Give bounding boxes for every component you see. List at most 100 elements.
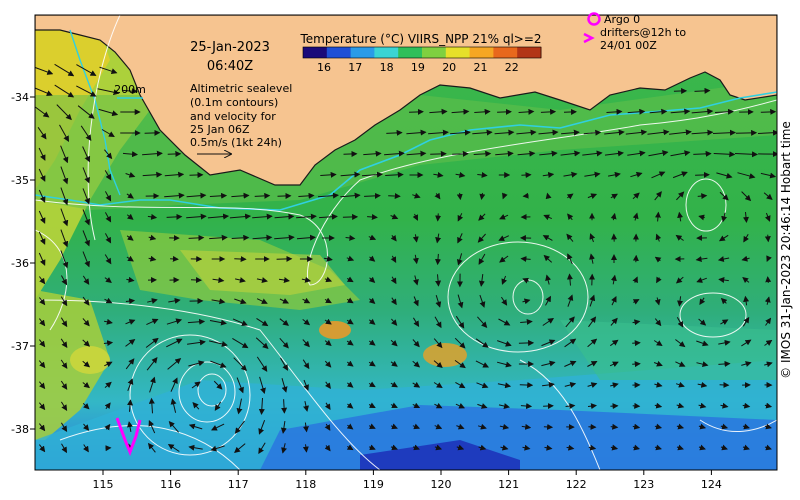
- velocity-arrow: [450, 129, 471, 136]
- velocity-arrow: [567, 213, 574, 221]
- velocity-arrow: [127, 399, 134, 412]
- velocity-arrow: [743, 211, 749, 223]
- velocity-arrow: [496, 361, 512, 368]
- velocity-arrow: [259, 376, 266, 395]
- velocity-arrow: [301, 276, 312, 283]
- velocity-arrow: [296, 213, 317, 220]
- velocity-arrow: [719, 191, 729, 201]
- argo-label: Argo 0: [604, 13, 640, 26]
- velocity-arrow: [412, 213, 418, 221]
- velocity-arrow: [126, 255, 134, 262]
- velocity-arrow: [522, 298, 531, 305]
- velocity-arrow: [564, 338, 577, 348]
- warm-patch: [70, 346, 110, 374]
- velocity-arrow: [61, 443, 68, 454]
- velocity-arrow: [610, 444, 619, 451]
- velocity-arrow: [522, 192, 529, 199]
- velocity-arrow: [324, 402, 331, 411]
- velocity-arrow: [676, 402, 685, 409]
- velocity-arrow: [609, 361, 619, 368]
- velocity-arrow: [82, 275, 90, 285]
- drifter-icon: [583, 32, 595, 44]
- velocity-arrow: [274, 213, 295, 220]
- velocity-arrow: [164, 171, 185, 178]
- x-axis: 115 116 117 118 119 120 121 122 123 124: [93, 470, 722, 491]
- velocity-arrow: [209, 192, 228, 199]
- velocity-arrow: [495, 150, 514, 157]
- velocity-arrow: [236, 398, 243, 415]
- velocity-arrow: [521, 423, 532, 430]
- velocity-arrow: [82, 382, 90, 389]
- velocity-arrow: [104, 381, 112, 388]
- velocity-arrow: [656, 276, 662, 284]
- velocity-arrow: [142, 171, 163, 178]
- velocity-arrow: [497, 108, 512, 115]
- altimetry-note-line: Altimetric sealevel: [190, 82, 292, 95]
- drifter-label-line: 24/01 00Z: [600, 39, 657, 52]
- velocity-arrow: [39, 402, 46, 411]
- velocity-arrow: [741, 255, 750, 262]
- velocity-arrow: [406, 129, 427, 136]
- velocity-arrow: [435, 274, 442, 287]
- velocity-arrow: [608, 171, 621, 178]
- velocity-arrow: [254, 192, 271, 199]
- velocity-arrow: [191, 381, 201, 389]
- velocity-arrow: [434, 402, 443, 409]
- velocity-arrow: [302, 319, 311, 326]
- velocity-arrow: [390, 444, 398, 451]
- velocity-arrow: [212, 277, 225, 284]
- velocity-arrow: [188, 444, 203, 451]
- velocity-arrow: [147, 298, 158, 304]
- velocity-arrow: [654, 211, 661, 222]
- velocity-arrow: [428, 129, 449, 136]
- colorbar-swatch: [469, 47, 494, 58]
- velocity-arrow: [229, 213, 252, 220]
- velocity-arrow: [564, 382, 577, 388]
- velocity-arrow: [691, 129, 714, 136]
- velocity-arrow: [278, 277, 290, 283]
- velocity-arrow: [302, 444, 309, 453]
- velocity-arrow: [698, 318, 707, 326]
- drifter-label-line: drifters@12h to: [600, 26, 686, 39]
- velocity-arrow: [234, 443, 246, 454]
- velocity-arrow: [473, 150, 492, 157]
- velocity-arrow: [477, 316, 488, 328]
- velocity-arrow: [587, 361, 598, 367]
- velocity-arrow: [632, 444, 640, 451]
- altimetry-note-line: 0.5m/s (1kt 24h): [190, 136, 282, 149]
- velocity-arrow: [676, 317, 684, 328]
- velocity-arrow: [718, 339, 731, 346]
- velocity-arrow: [543, 423, 554, 430]
- velocity-arrow: [368, 297, 376, 304]
- velocity-arrow: [714, 108, 734, 115]
- velocity-arrow: [104, 276, 112, 284]
- velocity-arrow: [675, 339, 686, 348]
- velocity-arrow: [542, 317, 555, 326]
- velocity-arrow: [234, 256, 247, 263]
- altimetry-note-line: 25 Jan 06Z: [190, 123, 250, 136]
- velocity-arrow: [103, 318, 113, 325]
- velocity-arrow: [516, 129, 537, 136]
- velocity-arrow: [412, 317, 420, 328]
- velocity-arrow: [604, 129, 625, 136]
- velocity-arrow: [632, 299, 640, 305]
- velocity-arrow: [675, 361, 686, 367]
- velocity-arrow: [188, 423, 203, 430]
- velocity-arrow: [320, 171, 337, 178]
- velocity-arrow: [764, 234, 771, 243]
- velocity-arrow: [454, 337, 466, 349]
- velocity-arrow: [500, 444, 509, 451]
- velocity-arrow: [340, 192, 361, 199]
- velocity-arrow: [477, 233, 486, 243]
- colorbar-swatch: [374, 47, 399, 58]
- velocity-arrow: [589, 253, 595, 264]
- velocity-arrow: [368, 381, 376, 388]
- velocity-arrow: [37, 127, 47, 140]
- velocity-arrow: [148, 419, 156, 434]
- velocity-arrow: [340, 171, 361, 178]
- velocity-arrow: [412, 423, 421, 430]
- velocity-arrow: [188, 360, 205, 367]
- velocity-arrow: [475, 360, 489, 368]
- velocity-vectors: [35, 63, 777, 455]
- colorbar-swatch: [326, 47, 352, 58]
